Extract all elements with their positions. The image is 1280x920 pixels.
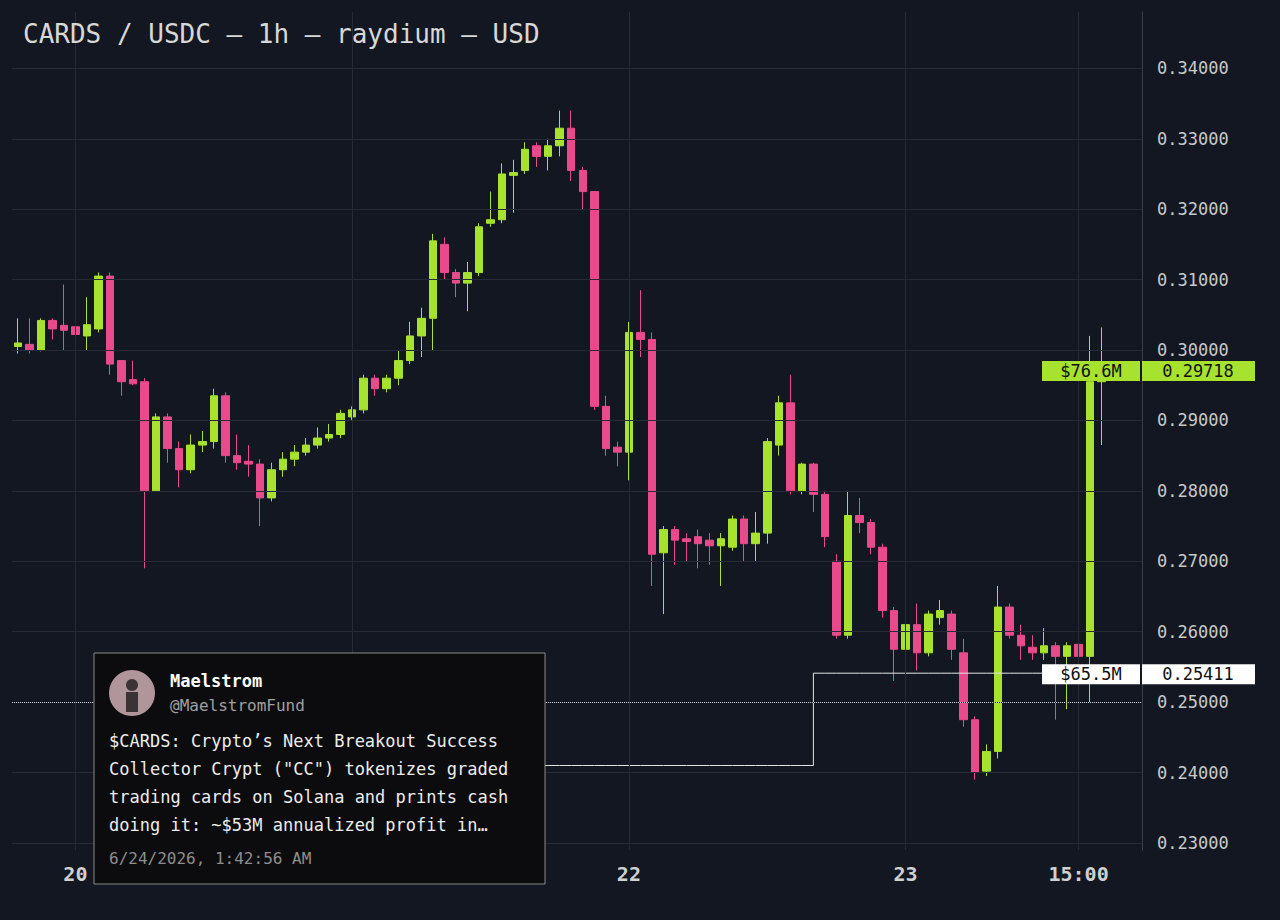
svg-text:$65.5M: $65.5M [1060, 664, 1121, 684]
svg-text:22: 22 [617, 862, 641, 886]
svg-text:Maelstrom: Maelstrom [170, 671, 262, 691]
svg-text:0.25411: 0.25411 [1162, 664, 1234, 684]
svg-text:15:00: 15:00 [1048, 862, 1108, 886]
svg-text:0.31000: 0.31000 [1157, 270, 1229, 290]
svg-text:0.32000: 0.32000 [1157, 199, 1229, 219]
svg-text:trading cards on Solana and pr: trading cards on Solana and prints cash [109, 787, 508, 807]
svg-text:Collector Crypt ("CC") tokeniz: Collector Crypt ("CC") tokenizes graded [109, 759, 508, 779]
svg-text:0.24000: 0.24000 [1157, 763, 1229, 783]
svg-text:CARDS / USDC — 1h — raydium —: CARDS / USDC — 1h — raydium — USD [23, 19, 540, 49]
svg-text:0.25000: 0.25000 [1157, 692, 1229, 712]
svg-text:6/24/2026, 1:42:56 AM: 6/24/2026, 1:42:56 AM [109, 849, 311, 868]
svg-text:0.30000: 0.30000 [1157, 340, 1229, 360]
svg-text:0.27000: 0.27000 [1157, 551, 1229, 571]
svg-text:0.29000: 0.29000 [1157, 410, 1229, 430]
svg-text:0.29718: 0.29718 [1162, 361, 1234, 381]
svg-text:0.28000: 0.28000 [1157, 481, 1229, 501]
svg-text:23: 23 [894, 862, 918, 886]
svg-text:doing it: ~$53M annualized pro: doing it: ~$53M annualized profit in… [109, 815, 488, 835]
svg-text:0.33000: 0.33000 [1157, 129, 1229, 149]
svg-text:$76.6M: $76.6M [1060, 361, 1121, 381]
svg-text:0.34000: 0.34000 [1157, 58, 1229, 78]
svg-text:@MaelstromFund: @MaelstromFund [170, 696, 305, 715]
svg-text:0.23000: 0.23000 [1157, 833, 1229, 853]
svg-text:0.26000: 0.26000 [1157, 622, 1229, 642]
svg-text:20: 20 [63, 862, 87, 886]
svg-text:$CARDS: Crypto’s Next Breakout: $CARDS: Crypto’s Next Breakout Success [109, 731, 498, 751]
